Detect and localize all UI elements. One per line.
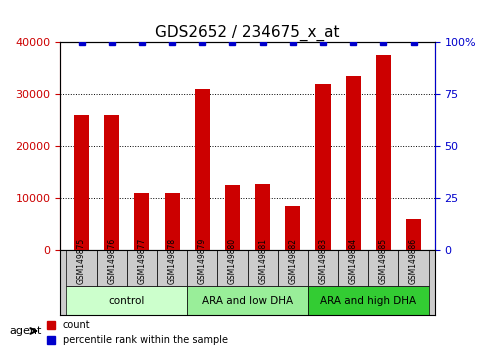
- Bar: [255, 184, 270, 250]
- Text: agent: agent: [10, 326, 42, 336]
- FancyBboxPatch shape: [308, 286, 429, 315]
- Bar: [285, 206, 300, 250]
- Text: GSM149883: GSM149883: [318, 238, 327, 284]
- FancyBboxPatch shape: [187, 250, 217, 286]
- Text: GSM149884: GSM149884: [349, 238, 358, 284]
- FancyBboxPatch shape: [127, 250, 157, 286]
- FancyBboxPatch shape: [308, 250, 338, 286]
- Text: ARA and low DHA: ARA and low DHA: [202, 296, 293, 306]
- FancyBboxPatch shape: [157, 250, 187, 286]
- Text: GSM149875: GSM149875: [77, 238, 86, 284]
- Text: GSM149880: GSM149880: [228, 238, 237, 284]
- Bar: [406, 219, 421, 250]
- Bar: [134, 193, 149, 250]
- Text: ARA and high DHA: ARA and high DHA: [320, 296, 416, 306]
- FancyBboxPatch shape: [278, 250, 308, 286]
- Text: GSM149886: GSM149886: [409, 238, 418, 284]
- Bar: [376, 56, 391, 250]
- Bar: [195, 89, 210, 250]
- FancyBboxPatch shape: [398, 250, 429, 286]
- Text: GSM149881: GSM149881: [258, 238, 267, 284]
- Bar: [104, 115, 119, 250]
- Text: GSM149879: GSM149879: [198, 238, 207, 284]
- Bar: [165, 193, 180, 250]
- FancyBboxPatch shape: [338, 250, 369, 286]
- Text: GSM149882: GSM149882: [288, 238, 298, 284]
- Bar: [346, 76, 361, 250]
- Title: GDS2652 / 234675_x_at: GDS2652 / 234675_x_at: [156, 25, 340, 41]
- FancyBboxPatch shape: [217, 250, 248, 286]
- FancyBboxPatch shape: [369, 250, 398, 286]
- Text: control: control: [109, 296, 145, 306]
- FancyBboxPatch shape: [67, 250, 97, 286]
- Legend: count, percentile rank within the sample: count, percentile rank within the sample: [43, 316, 232, 349]
- FancyBboxPatch shape: [97, 250, 127, 286]
- FancyBboxPatch shape: [187, 286, 308, 315]
- Bar: [74, 115, 89, 250]
- Text: GSM149878: GSM149878: [168, 238, 177, 284]
- Bar: [225, 185, 240, 250]
- Text: GSM149885: GSM149885: [379, 238, 388, 284]
- FancyBboxPatch shape: [67, 286, 187, 315]
- Text: GSM149877: GSM149877: [137, 238, 146, 284]
- Bar: [315, 84, 330, 250]
- Text: GSM149876: GSM149876: [107, 238, 116, 284]
- FancyBboxPatch shape: [248, 250, 278, 286]
